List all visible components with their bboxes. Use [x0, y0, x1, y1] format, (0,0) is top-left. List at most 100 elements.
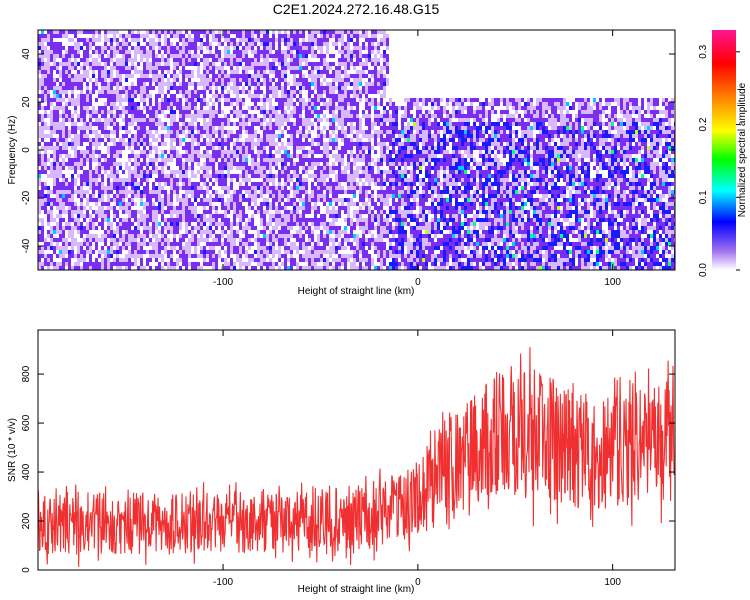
heatmap-cell: [401, 58, 404, 62]
heatmap-cell: [659, 86, 662, 90]
heatmap-cell: [83, 102, 86, 106]
heatmap-cell: [317, 82, 320, 86]
heatmap-cell: [305, 74, 308, 78]
heatmap-cell: [59, 94, 62, 98]
heatmap-cell: [317, 46, 320, 50]
heatmap-cell: [311, 102, 314, 106]
heatmap-cell: [446, 102, 449, 106]
heatmap-cell: [485, 50, 488, 54]
heatmap-cell: [119, 78, 122, 82]
heatmap-cell: [68, 54, 71, 58]
heatmap-cell: [320, 118, 323, 122]
heatmap-cell: [260, 46, 263, 50]
heatmap-cell: [47, 70, 50, 74]
heatmap-cell: [659, 90, 662, 94]
heatmap-cell: [668, 94, 671, 98]
heatmap-cell: [329, 102, 332, 106]
heatmap-cell: [545, 106, 548, 110]
heatmap-cell: [275, 82, 278, 86]
heatmap-cell: [143, 42, 146, 46]
heatmap-cell: [101, 98, 104, 102]
heatmap-cell: [413, 54, 416, 58]
heatmap-cell: [77, 70, 80, 74]
heatmap-cell: [362, 94, 365, 98]
heatmap-cell: [194, 42, 197, 46]
heatmap-cell: [119, 86, 122, 90]
heatmap-cell: [89, 62, 92, 66]
heatmap-cell: [476, 70, 479, 74]
heatmap-cell: [605, 78, 608, 82]
heatmap-cell: [413, 94, 416, 98]
heatmap-cell: [131, 86, 134, 90]
heatmap-cell: [512, 90, 515, 94]
heatmap-cell: [347, 62, 350, 66]
heatmap-cell: [449, 42, 452, 46]
heatmap-cell: [419, 30, 422, 34]
heatmap-cell: [557, 78, 560, 82]
heatmap-cell: [650, 102, 653, 106]
heatmap-cell: [566, 34, 569, 38]
heatmap-cell: [650, 42, 653, 46]
heatmap-cell: [656, 82, 659, 86]
heatmap-cell: [116, 34, 119, 38]
heatmap-cell: [134, 42, 137, 46]
heatmap-cell: [485, 86, 488, 90]
heatmap-cell: [596, 118, 599, 122]
heatmap-cell: [629, 66, 632, 70]
heatmap-cell: [122, 78, 125, 82]
heatmap-cell: [104, 86, 107, 90]
heatmap-cell: [443, 110, 446, 114]
heatmap-cell: [275, 78, 278, 82]
heatmap-cell: [554, 74, 557, 78]
heatmap-cell: [395, 34, 398, 38]
heatmap-cell: [89, 30, 92, 34]
heatmap-cell: [137, 82, 140, 86]
heatmap-cell: [665, 102, 668, 106]
heatmap-cell: [461, 82, 464, 86]
heatmap-cell: [617, 98, 620, 102]
heatmap-cell: [299, 46, 302, 50]
heatmap-cell: [272, 102, 275, 106]
heatmap-cell: [218, 86, 221, 90]
heatmap-cell: [260, 102, 263, 106]
heatmap-cell: [377, 58, 380, 62]
heatmap-cell: [281, 46, 284, 50]
heatmap-cell: [251, 62, 254, 66]
heatmap-cell: [296, 30, 299, 34]
heatmap-cell: [140, 58, 143, 62]
heatmap-cell: [614, 110, 617, 114]
heatmap-cell: [119, 42, 122, 46]
heatmap-cell: [596, 98, 599, 102]
heatmap-cell: [641, 30, 644, 34]
heatmap-cell: [362, 86, 365, 90]
heatmap-cell: [167, 118, 170, 122]
heatmap-cell: [302, 78, 305, 82]
heatmap-cell: [629, 90, 632, 94]
heatmap-cell: [176, 114, 179, 118]
heatmap-cell: [203, 46, 206, 50]
heatmap-cell: [551, 110, 554, 114]
heatmap-cell: [197, 42, 200, 46]
heatmap-cell: [608, 98, 611, 102]
heatmap-cell: [68, 106, 71, 110]
heatmap-cell: [212, 106, 215, 110]
heatmap-cell: [128, 54, 131, 58]
heatmap-cell: [86, 38, 89, 42]
heatmap-cell: [359, 70, 362, 74]
heatmap-cell: [155, 34, 158, 38]
heatmap-cell: [626, 46, 629, 50]
heatmap-cell: [227, 58, 230, 62]
heatmap-cell: [440, 30, 443, 34]
heatmap-cell: [569, 34, 572, 38]
heatmap-cell: [467, 50, 470, 54]
heatmap-cell: [335, 54, 338, 58]
heatmap-cell: [521, 74, 524, 78]
heatmap-cell: [599, 50, 602, 54]
heatmap-cell: [419, 86, 422, 90]
heatmap-cell: [632, 58, 635, 62]
heatmap-cell: [164, 42, 167, 46]
heatmap-cell: [422, 106, 425, 110]
heatmap-cell: [92, 30, 95, 34]
heatmap-cell: [98, 78, 101, 82]
heatmap-cell: [494, 74, 497, 78]
